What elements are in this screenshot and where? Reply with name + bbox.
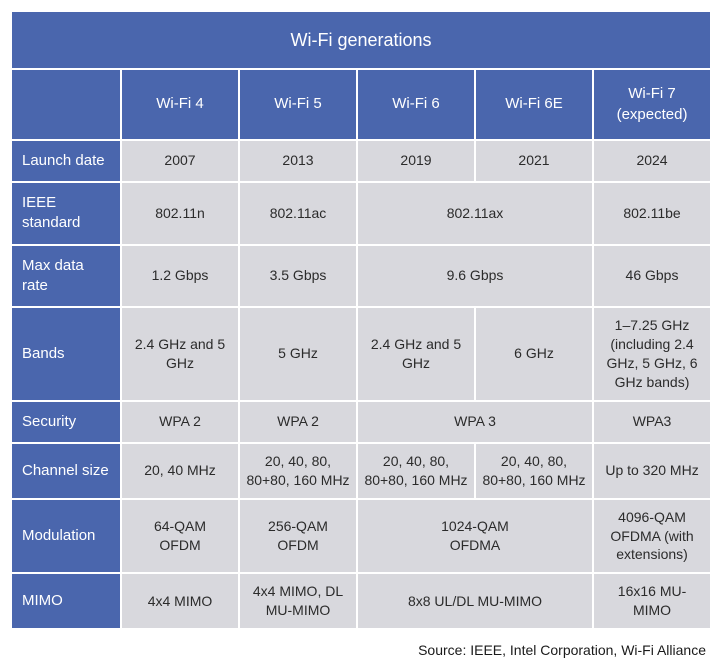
table-head: Wi-Fi generations Wi-Fi 4Wi-Fi 5Wi-Fi 6W…	[11, 11, 711, 140]
data-cell: 802.11be	[593, 182, 711, 245]
data-cell: Up to 320 MHz	[593, 443, 711, 499]
data-cell: 6 GHz	[475, 307, 593, 401]
data-cell: 2024	[593, 140, 711, 182]
column-header: Wi-Fi 5	[239, 69, 357, 140]
table-title: Wi-Fi generations	[11, 11, 711, 69]
table-row: IEEE standard802.11n802.11ac802.11ax802.…	[11, 182, 711, 245]
data-cell: 802.11ax	[357, 182, 593, 245]
column-header: Wi-Fi 4	[121, 69, 239, 140]
row-header: Modulation	[11, 499, 121, 574]
source-line: Source: IEEE, Intel Corporation, Wi-Fi A…	[10, 630, 710, 662]
data-cell: 802.11ac	[239, 182, 357, 245]
table-row: Max data rate1.2 Gbps3.5 Gbps9.6 Gbps46 …	[11, 245, 711, 308]
corner-cell	[11, 69, 121, 140]
row-header: Launch date	[11, 140, 121, 182]
data-cell: WPA 3	[357, 401, 593, 443]
data-cell: 2.4 GHz and 5 GHz	[121, 307, 239, 401]
row-header: Bands	[11, 307, 121, 401]
data-cell: 2019	[357, 140, 475, 182]
data-cell: WPA 2	[121, 401, 239, 443]
table-row: Bands2.4 GHz and 5 GHz5 GHz2.4 GHz and 5…	[11, 307, 711, 401]
data-cell: 4096-QAMOFDMA (with extensions)	[593, 499, 711, 574]
data-cell: 2.4 GHz and 5 GHz	[357, 307, 475, 401]
data-cell: WPA3	[593, 401, 711, 443]
table-row: SecurityWPA 2WPA 2WPA 3WPA3	[11, 401, 711, 443]
column-header-row: Wi-Fi 4Wi-Fi 5Wi-Fi 6Wi-Fi 6EWi-Fi 7 (ex…	[11, 69, 711, 140]
data-cell: 802.11n	[121, 182, 239, 245]
column-header: Wi-Fi 7 (expected)	[593, 69, 711, 140]
data-cell: WPA 2	[239, 401, 357, 443]
table-row: Modulation64-QAMOFDM256-QAMOFDM1024-QAMO…	[11, 499, 711, 574]
data-cell: 20, 40, 80, 80+80, 160 MHz	[239, 443, 357, 499]
wifi-generations-table: Wi-Fi generations Wi-Fi 4Wi-Fi 5Wi-Fi 6W…	[10, 10, 712, 630]
data-cell: 9.6 Gbps	[357, 245, 593, 308]
data-cell: 46 Gbps	[593, 245, 711, 308]
row-header: Max data rate	[11, 245, 121, 308]
data-cell: 1–7.25 GHz (including 2.4 GHz, 5 GHz, 6 …	[593, 307, 711, 401]
data-cell: 1024-QAMOFDMA	[357, 499, 593, 574]
row-header: Channel size	[11, 443, 121, 499]
data-cell: 1.2 Gbps	[121, 245, 239, 308]
data-cell: 2021	[475, 140, 593, 182]
table-body: Launch date20072013201920212024IEEE stan…	[11, 140, 711, 629]
row-header: Security	[11, 401, 121, 443]
table-row: Channel size20, 40 MHz20, 40, 80, 80+80,…	[11, 443, 711, 499]
data-cell: 20, 40 MHz	[121, 443, 239, 499]
data-cell: 2013	[239, 140, 357, 182]
data-cell: 20, 40, 80, 80+80, 160 MHz	[357, 443, 475, 499]
data-cell: 5 GHz	[239, 307, 357, 401]
data-cell: 256-QAMOFDM	[239, 499, 357, 574]
data-cell: 20, 40, 80, 80+80, 160 MHz	[475, 443, 593, 499]
column-header: Wi-Fi 6E	[475, 69, 593, 140]
data-cell: 2007	[121, 140, 239, 182]
data-cell: 64-QAMOFDM	[121, 499, 239, 574]
column-header: Wi-Fi 6	[357, 69, 475, 140]
data-cell: 3.5 Gbps	[239, 245, 357, 308]
table-row: Launch date20072013201920212024	[11, 140, 711, 182]
row-header: IEEE standard	[11, 182, 121, 245]
